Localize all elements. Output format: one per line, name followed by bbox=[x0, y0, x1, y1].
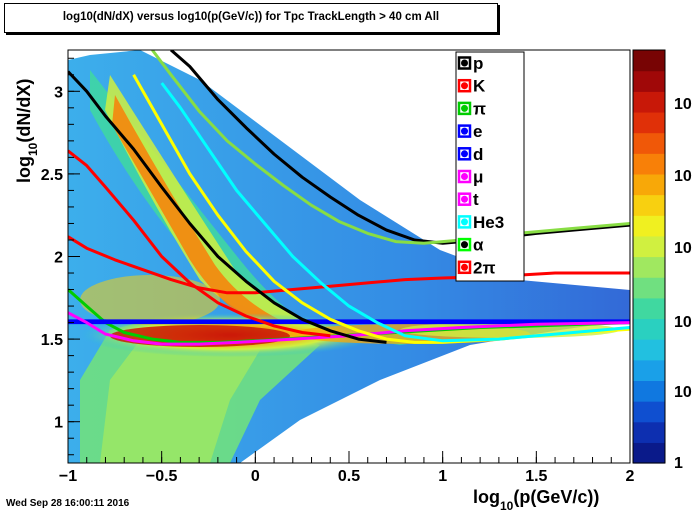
density-lower-core bbox=[100, 340, 260, 463]
legend-marker bbox=[461, 195, 468, 203]
curve-5 bbox=[68, 311, 630, 346]
legend-marker bbox=[461, 127, 468, 135]
colorbar-frame bbox=[632, 49, 666, 464]
legend-label: α bbox=[473, 236, 484, 255]
legend-label: t bbox=[473, 190, 479, 209]
legend-marker bbox=[461, 150, 468, 158]
x-tick-label: −1 bbox=[59, 468, 77, 485]
x-tick-label: 1 bbox=[438, 468, 447, 485]
colorbar-label: 1 bbox=[674, 455, 683, 472]
colorbar-cell bbox=[633, 339, 665, 361]
chart-title-box: log10(dN/dX) versus log10(p(GeV/c)) for … bbox=[4, 3, 498, 33]
chart-title: log10(dN/dX) versus log10(p(GeV/c)) for … bbox=[62, 11, 440, 23]
y-axis-title: log10(dN/dX) bbox=[14, 79, 40, 183]
y-axis: 1 1.5 2 2.5 3 bbox=[41, 57, 80, 456]
colorbar-label: 10 bbox=[674, 314, 692, 331]
x-tick-label: 0.5 bbox=[338, 468, 360, 485]
colorbar-cell bbox=[633, 235, 665, 258]
x-tick-label: 0 bbox=[251, 468, 260, 485]
timestamp: Wed Sep 28 16:00:11 2016 bbox=[6, 498, 130, 509]
legend-marker bbox=[461, 218, 468, 226]
colorbar-cell bbox=[633, 380, 665, 402]
colorbar-cell bbox=[633, 91, 665, 113]
colorbar-cell bbox=[633, 215, 665, 237]
colorbar-labels: 10 10 10 10 10 1 bbox=[674, 96, 692, 472]
legend-marker bbox=[461, 59, 468, 67]
legend-label: He3 bbox=[473, 213, 504, 232]
x-axis: −1 −0.5 0 0.5 1 1.5 2 bbox=[59, 451, 635, 485]
legend-swatch-box bbox=[457, 78, 472, 93]
curve-9 bbox=[68, 70, 387, 344]
colorbar-cell bbox=[633, 111, 665, 134]
legend-label: p bbox=[473, 54, 483, 73]
x-tick-label: 2 bbox=[626, 468, 635, 485]
colorbar-cell bbox=[633, 153, 665, 175]
legend-swatch-box bbox=[457, 147, 472, 161]
legend-marker bbox=[461, 241, 468, 249]
legend-label: 2π bbox=[473, 258, 495, 277]
legend-marker bbox=[461, 104, 468, 112]
colorbar-cell bbox=[633, 297, 665, 320]
legend-swatch-box bbox=[457, 169, 472, 184]
y-tick-label: 3 bbox=[54, 84, 63, 101]
colorbar-label: 10 bbox=[674, 240, 692, 257]
y-tick-label: 2 bbox=[54, 250, 63, 267]
y-tick-label: 1.5 bbox=[41, 332, 63, 349]
legend-swatch-box bbox=[457, 101, 472, 116]
y-tick-label: 1 bbox=[54, 415, 63, 432]
colorbar-cell bbox=[633, 194, 665, 216]
colorbar-label: 10 bbox=[674, 168, 692, 185]
legend-swatch-box bbox=[457, 215, 472, 229]
legend-swatch-box bbox=[457, 260, 472, 275]
colorbar-label: 10 bbox=[674, 96, 692, 113]
x-axis-title: log10(p(GeV/c)) bbox=[473, 487, 599, 513]
legend-label: μ bbox=[473, 168, 483, 187]
legend-label: e bbox=[473, 122, 482, 141]
legend-label: K bbox=[473, 77, 486, 96]
colorbar-cell bbox=[633, 359, 665, 381]
colorbar-label: 10 bbox=[674, 384, 692, 401]
colorbar-cell bbox=[633, 442, 665, 464]
colorbar-cell bbox=[633, 50, 665, 72]
legend-swatch-box bbox=[457, 56, 472, 70]
colorbar-cell bbox=[633, 401, 665, 423]
curve-7 bbox=[160, 82, 630, 343]
colorbar-cell bbox=[633, 421, 665, 443]
colorbar-cell bbox=[633, 70, 665, 92]
legend-marker bbox=[461, 263, 468, 271]
legend-marker bbox=[461, 82, 468, 90]
legend-swatch-box bbox=[457, 124, 472, 138]
x-tick-label: 1.5 bbox=[525, 468, 547, 485]
x-tick-label: −0.5 bbox=[146, 468, 178, 485]
legend-swatch-box bbox=[457, 192, 472, 206]
legend-marker bbox=[461, 173, 468, 180]
colorbar bbox=[633, 50, 665, 464]
colorbar-cell bbox=[633, 277, 665, 299]
curve-10 bbox=[68, 149, 331, 338]
colorbar-cell bbox=[633, 318, 665, 340]
y-tick-label: 2.5 bbox=[41, 167, 63, 184]
colorbar-cell bbox=[633, 132, 665, 154]
colorbar-cell bbox=[633, 256, 665, 278]
density-low-p-spread bbox=[80, 275, 220, 325]
legend-label: d bbox=[473, 145, 483, 164]
legend-label: π bbox=[473, 99, 486, 118]
colorbar-cell bbox=[633, 173, 665, 196]
legend-swatch-box bbox=[457, 237, 472, 252]
